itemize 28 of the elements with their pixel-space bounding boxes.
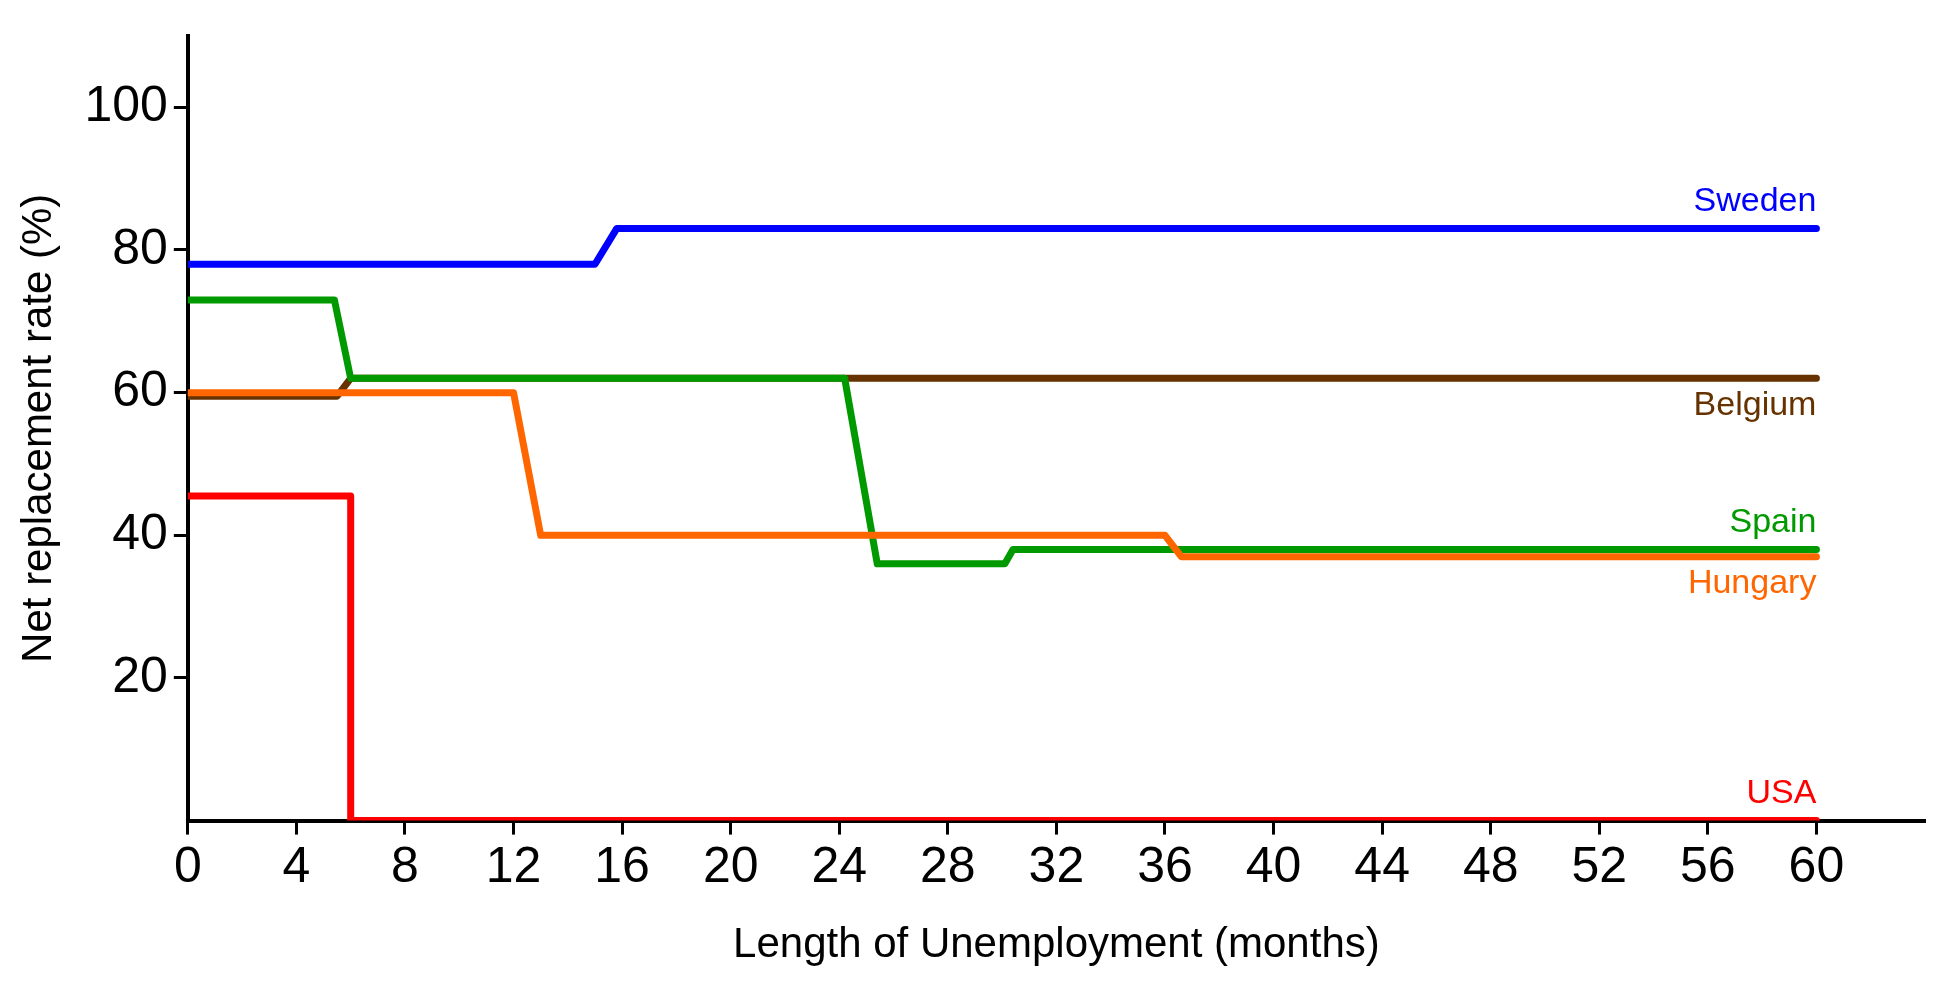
x-axis-title: Length of Unemployment (months) <box>733 919 1380 967</box>
y-axis-title: Net replacement rate (%) <box>12 193 60 663</box>
x-tick-label: 36 <box>1137 837 1193 894</box>
x-tick-label: 60 <box>1788 837 1845 894</box>
x-tick-label: 32 <box>1028 837 1085 894</box>
y-tick-label: 100 <box>84 76 168 133</box>
x-tick-label: 24 <box>811 837 868 894</box>
series-label: Sweden <box>1693 179 1817 218</box>
x-tick-label: 16 <box>594 837 650 894</box>
x-tick-label: 20 <box>702 837 759 894</box>
x-tick-label: 8 <box>391 837 419 894</box>
series-label: Hungary <box>1687 562 1817 601</box>
y-tick-label: 40 <box>112 504 168 561</box>
x-tick-label: 52 <box>1571 837 1628 894</box>
x-tick-label: 48 <box>1462 837 1519 894</box>
series-label: Spain <box>1729 500 1817 539</box>
x-tick-label: 44 <box>1354 837 1410 894</box>
y-tick-label: 80 <box>112 218 168 275</box>
x-tick-label: 56 <box>1680 837 1736 894</box>
series-label: USA <box>1746 771 1817 810</box>
x-tick-label: 4 <box>282 837 311 894</box>
x-tick-label: 28 <box>920 837 976 894</box>
x-tick-label: 40 <box>1245 837 1302 894</box>
x-tick-label: 12 <box>485 837 542 894</box>
x-tick-label: 0 <box>173 837 202 894</box>
series-label: Belgium <box>1693 383 1817 422</box>
y-tick-label: 20 <box>112 646 168 703</box>
y-tick-label: 60 <box>112 361 168 418</box>
